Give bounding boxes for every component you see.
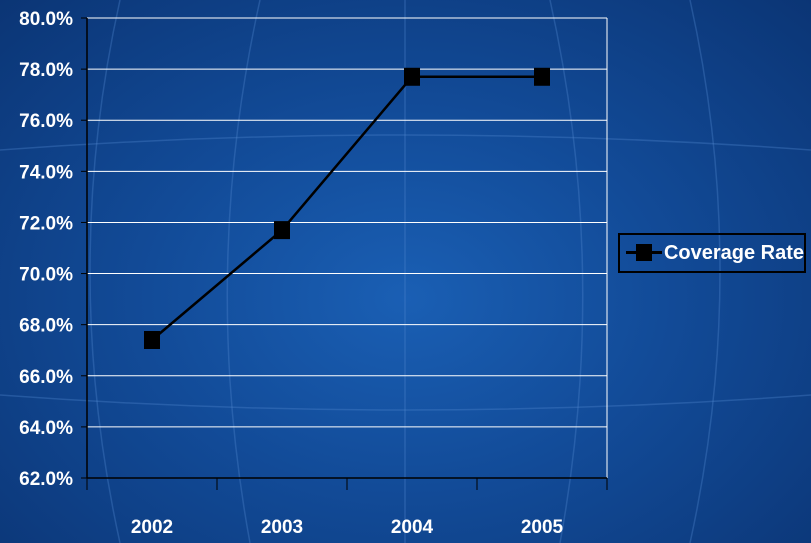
data-point-marker bbox=[144, 331, 160, 349]
x-tick-label: 2003 bbox=[261, 517, 303, 538]
x-axis-tick-labels: 2002 2003 2004 2005 bbox=[131, 517, 564, 538]
y-tick-label: 70.0% bbox=[19, 265, 73, 286]
y-tick-label: 76.0% bbox=[19, 111, 73, 132]
y-tick-label: 64.0% bbox=[19, 418, 73, 439]
data-point-marker bbox=[274, 221, 290, 240]
y-tick-label: 78.0% bbox=[19, 60, 73, 81]
series-coverage-rate bbox=[144, 67, 550, 349]
y-tick-label: 66.0% bbox=[19, 367, 73, 388]
gridlines bbox=[87, 17, 608, 478]
data-point-marker bbox=[404, 67, 420, 86]
y-tick-label: 72.0% bbox=[19, 213, 73, 234]
series-line bbox=[151, 75, 542, 341]
y-tick-label: 74.0% bbox=[19, 162, 73, 183]
y-tick-label: 68.0% bbox=[19, 316, 73, 337]
legend-label: Coverage Rate bbox=[663, 241, 804, 264]
x-tick-label: 2004 bbox=[391, 517, 434, 538]
y-axis-tick-labels: 62.0% 64.0% 66.0% 68.0% 70.0% 72.0% 74.0% 76.0%… bbox=[19, 9, 73, 490]
x-tick-label: 2002 bbox=[131, 517, 173, 538]
legend: Coverage Rate bbox=[618, 233, 806, 273]
data-point-marker bbox=[534, 67, 550, 86]
axes bbox=[81, 17, 608, 490]
y-tick-label: 80.0% bbox=[19, 9, 73, 30]
x-tick-label: 2005 bbox=[521, 517, 564, 538]
y-tick-label: 62.0% bbox=[19, 469, 73, 490]
legend-series-symbol bbox=[626, 242, 662, 264]
